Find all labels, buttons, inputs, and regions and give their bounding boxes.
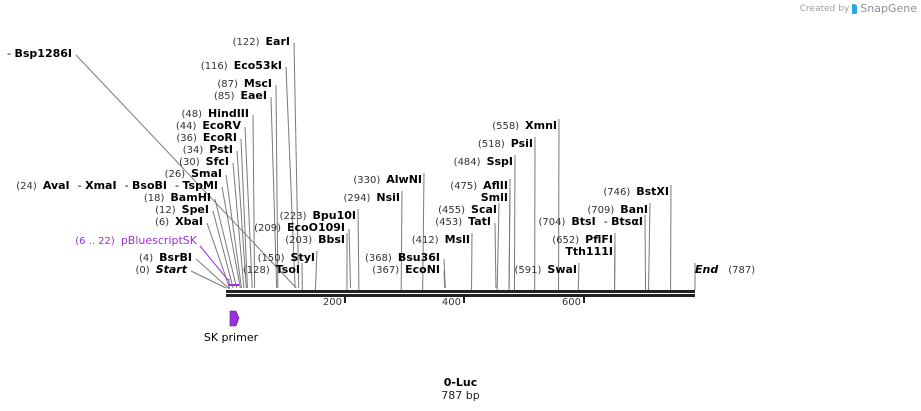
enzyme-site-spei[interactable]: (12) SpeI	[155, 203, 209, 216]
leader-line	[314, 250, 318, 291]
leader-line	[195, 258, 229, 289]
enzyme-site-alwni[interactable]: (330) AlwNI	[353, 173, 422, 186]
enzyme-site-bsu36i[interactable]: (368) Bsu36I	[365, 251, 440, 264]
feature-label-pbluescriptsk[interactable]: (6 .. 22) pBluescriptSK	[75, 234, 198, 247]
enzyme-site-msci[interactable]: (87) MscI	[217, 77, 272, 90]
leader-line	[648, 202, 651, 291]
feature-leader-line	[199, 245, 229, 281]
enzyme-site-xmni[interactable]: (558) XmnI	[492, 119, 557, 132]
enzyme-site-ecorv[interactable]: (44) EcoRV	[176, 119, 242, 132]
enzyme-site-ecoo109i[interactable]: (209) EcoO109I	[254, 221, 345, 234]
enzyme-site-bstxi[interactable]: (746) BstXI	[603, 185, 669, 198]
enzyme-site-nsii[interactable]: (294) NsiI	[343, 191, 400, 204]
leader-line	[293, 42, 300, 289]
enzyme-site-swai[interactable]: (591) SwaI	[515, 263, 578, 276]
enzyme-site-pflfi[interactable]: (652) PflFI	[552, 233, 613, 246]
enzyme-site-eaei[interactable]: (85) EaeI	[214, 89, 267, 102]
enzyme-site-bani[interactable]: (709) BanI	[587, 203, 648, 216]
leader-line	[400, 190, 403, 291]
enzyme-site-bsrbi[interactable]: (4) BsrBI	[139, 251, 192, 264]
leader-line	[644, 214, 647, 291]
leader-line	[496, 202, 500, 291]
enzyme-site-bbsi[interactable]: (203) BbsI	[285, 233, 345, 246]
created-by-text: Created by	[799, 3, 850, 14]
enzyme-site-scai[interactable]: (455) ScaI	[438, 203, 497, 216]
enzyme-site-sfci[interactable]: (30) SfcI	[179, 155, 229, 168]
enzyme-site-sspi[interactable]: (484) SspI	[454, 155, 513, 168]
leader-line	[577, 262, 580, 291]
enzyme-site-eari[interactable]: (122) EarI	[233, 35, 290, 48]
leader-line	[225, 174, 242, 289]
enzyme-site-eco53ki[interactable]: (116) Eco53kI	[201, 59, 282, 72]
enzyme-site-aflii[interactable]: (475) AflII	[450, 179, 508, 192]
enzyme-labels: (122)EarI (118)SacI- BanII- BsiHKAI- Bsp1…	[0, 35, 755, 276]
enzyme-site-styi[interactable]: (150) StyI	[258, 251, 315, 264]
enzyme-leader-lines	[75, 42, 696, 291]
enzyme-site-msli[interactable]: (412) MslI	[412, 233, 470, 246]
leader-line	[232, 162, 245, 289]
enzyme-site-smai[interactable]: (26) SmaI	[165, 167, 222, 180]
enzyme-site-psti[interactable]: (34) PstI	[183, 143, 233, 156]
enzyme-site-ecori[interactable]: (36) EcoRI	[176, 131, 237, 144]
sequence-length: 787 bp	[441, 389, 480, 402]
leader-line	[190, 270, 227, 289]
sequence-name: 0-Luc	[443, 376, 478, 389]
enzyme-site-tsoi[interactable]: (128) TsoI	[243, 263, 300, 276]
enzyme-site-psii[interactable]: (518) PsiI	[478, 137, 533, 150]
leader-line	[270, 96, 278, 289]
leader-line	[212, 210, 234, 289]
snapgene-branding: Created by SnapGene	[800, 2, 917, 15]
leader-line	[443, 270, 446, 289]
enzyme-site-smli[interactable]: SmlI	[481, 191, 508, 204]
enzyme-site-start[interactable]: (0) Start	[136, 263, 188, 276]
leader-line	[214, 198, 238, 289]
snapgene-logo-icon	[852, 3, 858, 14]
leader-line	[275, 84, 279, 289]
backbone-top-strand	[226, 290, 695, 293]
snapgene-name: SnapGene	[860, 2, 917, 15]
leader-line	[75, 54, 297, 289]
tick-label: 600	[562, 297, 581, 308]
leader-line	[221, 186, 241, 289]
leader-line	[240, 138, 248, 289]
enzyme-site-saci[interactable]: (118)SacI- BanII- BsiHKAI- Bsp1286I	[0, 47, 72, 60]
enzyme-site-btsi[interactable]: (704) BtsI - BtsαI	[539, 215, 644, 228]
leader-line	[508, 190, 511, 291]
tick-label: 400	[442, 297, 461, 308]
leader-line	[494, 222, 497, 289]
enzyme-site-bpu10i[interactable]: (223) Bpu10I	[280, 209, 356, 222]
enzyme-site-econi[interactable]: (367) EcoNI	[372, 263, 440, 276]
leader-line	[443, 258, 446, 289]
leader-line	[513, 154, 516, 291]
enzyme-site-end[interactable]: End (787)	[695, 263, 755, 276]
backbone-bottom-strand	[226, 294, 695, 297]
ruler-ticks: 200 400 600	[323, 296, 585, 308]
enzyme-site-tth111i[interactable]: Tth111I	[565, 245, 613, 258]
enzyme-site-xbai[interactable]: (6) XbaI	[155, 215, 203, 228]
leader-line	[422, 172, 425, 291]
leader-line	[244, 126, 253, 289]
leader-line	[236, 150, 247, 289]
sk-primer-label[interactable]: SK primer	[204, 331, 259, 344]
enzyme-site-avai[interactable]: (24) AvaI - XmaI - BsoBI - TspMI	[16, 179, 218, 192]
tick-label: 200	[323, 297, 342, 308]
enzyme-site-tati[interactable]: (453) TatI	[435, 215, 491, 228]
enzyme-site-hindiii[interactable]: (48) HindIII	[182, 107, 250, 120]
leader-line	[285, 66, 296, 289]
enzyme-site-bamhi[interactable]: (18) BamHI	[144, 191, 211, 204]
leader-line	[357, 208, 360, 291]
leader-line	[252, 114, 256, 289]
leader-line	[348, 228, 352, 289]
sk-primer-arrow[interactable]	[229, 310, 240, 327]
